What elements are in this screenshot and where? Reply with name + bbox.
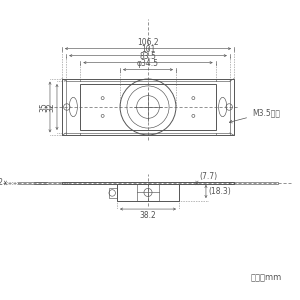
Text: 106.2: 106.2	[137, 38, 159, 46]
Text: 83.5: 83.5	[140, 52, 156, 61]
Bar	[62, 79, 234, 135]
Text: 38.2: 38.2	[140, 211, 156, 220]
Text: M3.5ネジ: M3.5ネジ	[230, 108, 280, 123]
Bar	[18, 182, 67, 184]
Text: (18.3): (18.3)	[208, 187, 231, 196]
Bar	[66, 81, 230, 133]
Bar	[62, 182, 234, 184]
Text: t1.2: t1.2	[0, 178, 3, 188]
Bar	[80, 84, 216, 130]
Text: 101: 101	[141, 45, 155, 54]
Text: 単位：mm: 単位：mm	[251, 273, 282, 282]
Text: φ34.5: φ34.5	[137, 58, 159, 68]
Text: 32: 32	[46, 102, 55, 112]
Bar	[137, 184, 159, 201]
Text: 35: 35	[39, 102, 48, 112]
Bar	[229, 182, 278, 184]
Bar	[117, 184, 179, 201]
Bar	[109, 188, 117, 198]
Text: (7.7): (7.7)	[199, 172, 217, 181]
